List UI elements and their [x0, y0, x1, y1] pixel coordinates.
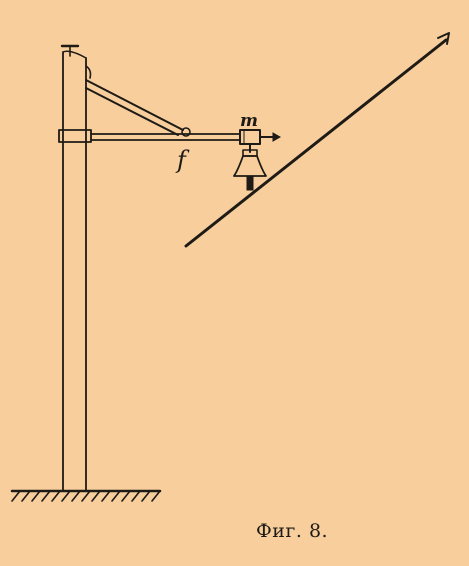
overhead-wire: [184, 32, 450, 248]
ground-hatching: [11, 490, 161, 502]
brace-strut: [85, 65, 191, 137]
figure-caption: Фиг. 8.: [256, 520, 329, 542]
pole-clamp: [58, 129, 92, 143]
cross-arm: [90, 132, 282, 142]
insulator: [233, 143, 267, 191]
label-f: f: [175, 146, 190, 174]
pole: [60, 44, 87, 491]
ground: [10, 489, 162, 502]
label-m: m: [240, 111, 258, 131]
connector-block-m: [239, 129, 261, 145]
